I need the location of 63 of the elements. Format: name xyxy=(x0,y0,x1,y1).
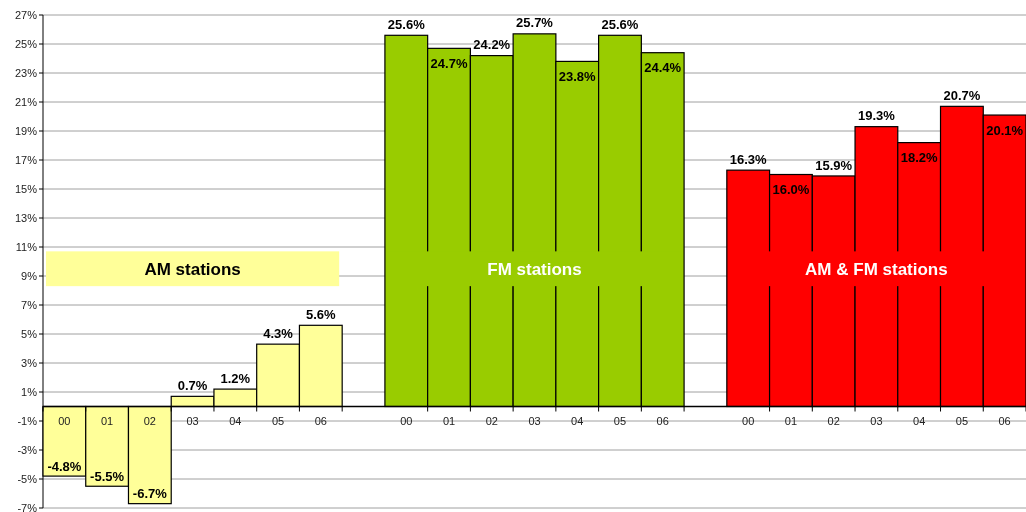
data-label: 24.7% xyxy=(430,55,468,71)
x-tick-label: 01 xyxy=(100,414,114,427)
x-tick-label: 06 xyxy=(998,414,1011,427)
y-tick-label: 25% xyxy=(14,37,38,50)
x-tick-label: 02 xyxy=(827,414,840,427)
annotation: AM stations xyxy=(144,259,241,279)
x-tick-label: 06 xyxy=(656,414,669,427)
data-label: 25.6% xyxy=(601,16,639,32)
y-tick-label: -5% xyxy=(17,472,38,485)
data-label: 20.7% xyxy=(943,87,981,103)
data-label: 15.9% xyxy=(815,157,853,173)
x-tick-label: 00 xyxy=(58,414,71,427)
x-tick-label: 06 xyxy=(314,414,327,427)
data-label: 0.7% xyxy=(177,377,208,393)
x-tick-label: 05 xyxy=(271,414,285,427)
data-label: 25.7% xyxy=(516,15,554,31)
x-tick-label: 03 xyxy=(870,414,883,427)
x-tick-label: 05 xyxy=(955,414,969,427)
y-tick-label: 9% xyxy=(21,269,38,282)
data-label: -5.5% xyxy=(90,468,125,484)
x-tick-label: 01 xyxy=(442,414,456,427)
x-tick-label: 00 xyxy=(400,414,413,427)
x-tick-label: 04 xyxy=(913,414,926,427)
x-tick-label: 03 xyxy=(186,414,199,427)
data-label: 16.3% xyxy=(729,151,768,167)
data-label: 4.3% xyxy=(263,325,294,341)
x-tick-label: 04 xyxy=(571,414,584,427)
y-tick-label: 15% xyxy=(14,182,38,195)
annotation: AM & FM stations xyxy=(805,259,948,279)
y-tick-label: 1% xyxy=(21,385,38,398)
y-tick-label: -7% xyxy=(17,501,38,512)
x-tick-label: 04 xyxy=(229,414,242,427)
y-tick-label: 11% xyxy=(15,240,38,253)
y-tick-label: 3% xyxy=(21,356,38,369)
y-tick-label: 5% xyxy=(21,327,38,340)
data-label: 25.6% xyxy=(387,16,426,32)
y-tick-label: -1% xyxy=(17,414,38,427)
data-label: 24.2% xyxy=(473,37,511,53)
x-tick-label: 02 xyxy=(143,414,156,427)
x-tick-label: 03 xyxy=(528,414,541,427)
annotation: FM stations xyxy=(487,259,582,279)
y-tick-label: 19% xyxy=(14,124,38,137)
data-label: 5.6% xyxy=(305,306,337,322)
x-tick-label: 05 xyxy=(613,414,627,427)
y-tick-label: 23% xyxy=(14,66,38,79)
data-label: -4.8% xyxy=(47,458,82,474)
y-tick-label: 13% xyxy=(14,211,38,224)
data-label: 18.2% xyxy=(900,150,939,166)
y-tick-label: 21% xyxy=(14,95,38,108)
data-label: 1.2% xyxy=(220,370,251,386)
x-tick-label: 00 xyxy=(742,414,755,427)
data-label: 20.1% xyxy=(986,122,1024,138)
data-label: 16.0% xyxy=(772,182,810,198)
y-tick-label: -3% xyxy=(17,443,38,456)
data-label: 23.8% xyxy=(558,68,597,84)
x-tick-label: 01 xyxy=(784,414,798,427)
data-label: 24.4% xyxy=(644,60,682,76)
y-tick-label: 17% xyxy=(14,153,38,166)
data-label: 19.3% xyxy=(857,108,896,124)
y-tick-label: 27% xyxy=(14,8,38,21)
x-tick-label: 02 xyxy=(485,414,498,427)
data-label: -6.7% xyxy=(132,486,168,502)
y-tick-label: 7% xyxy=(21,298,38,311)
